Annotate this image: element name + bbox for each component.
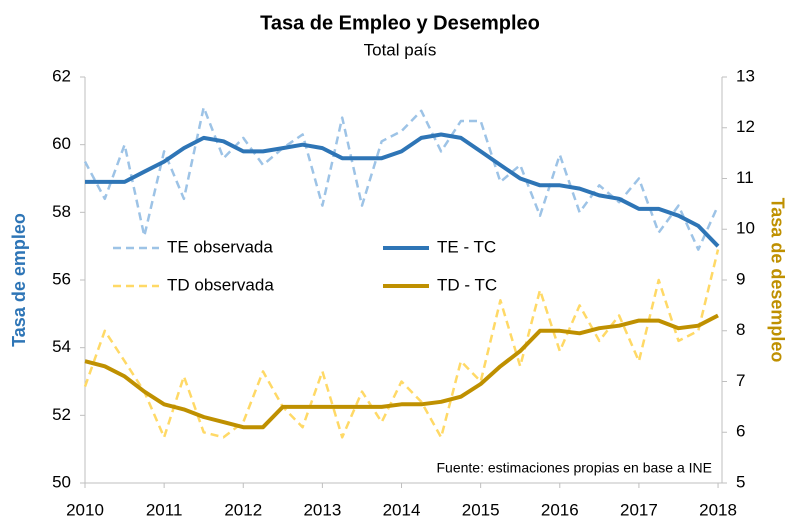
y-tick-label: 50 — [52, 472, 71, 491]
series-line — [85, 132, 720, 248]
y2-tick-label: 9 — [736, 269, 745, 288]
y-axis-title: Tasa de empleo — [9, 213, 29, 347]
x-tick-label: 2015 — [462, 500, 500, 519]
source-note: Fuente: estimaciones propias en base a I… — [437, 460, 713, 476]
y2-tick-label: 12 — [736, 117, 755, 136]
x-tick-label: 2012 — [224, 500, 262, 519]
x-tick-label: 2013 — [303, 500, 341, 519]
y2-tick-label: 11 — [736, 168, 754, 187]
y2-tick-label: 8 — [736, 320, 745, 339]
x-tick-label: 2018 — [699, 500, 737, 519]
y-tick-label: 56 — [52, 269, 71, 288]
y-tick-label: 52 — [52, 405, 71, 424]
y2-tick-label: 13 — [736, 66, 755, 85]
series-line — [83, 106, 720, 251]
chart-title: Tasa de Empleo y Desempleo — [260, 12, 540, 34]
chart-subtitle: Total país — [364, 40, 437, 59]
y2-tick-label: 5 — [736, 472, 745, 491]
y2-tick-label: 7 — [736, 371, 745, 390]
legend-label: TE observada — [167, 237, 273, 256]
x-tick-label: 2014 — [383, 500, 421, 519]
series-line — [83, 249, 720, 439]
y-tick-label: 54 — [52, 337, 71, 356]
y2-axis-title: Tasa de desempleo — [767, 198, 786, 363]
y2-tick-label: 6 — [736, 422, 745, 441]
legend-label: TD - TC — [437, 275, 497, 294]
legend-label: TE - TC — [437, 237, 496, 256]
series-line — [84, 313, 719, 430]
y2-tick-label: 10 — [736, 219, 755, 238]
x-tick-label: 2011 — [146, 500, 183, 519]
y-tick-label: 62 — [52, 66, 71, 85]
x-tick-label: 2017 — [620, 500, 658, 519]
y-tick-label: 60 — [52, 134, 71, 153]
y-tick-label: 58 — [52, 202, 71, 221]
legend-label: TD observada — [167, 275, 274, 294]
x-tick-label: 2010 — [66, 500, 104, 519]
x-tick-label: 2016 — [541, 500, 579, 519]
